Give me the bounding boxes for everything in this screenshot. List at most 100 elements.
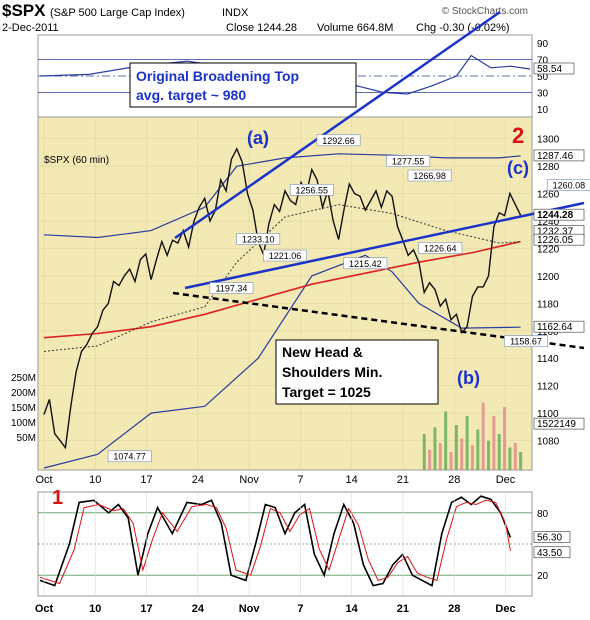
right-label: 1232.37 [537,227,574,238]
stoch-layer: 20 80 56.30 43.50 Oct 10 17 24 Nov 7 14 21 28 Dec [35,492,571,615]
price-xtick-label: 7 [297,474,303,486]
stoch-xtick-label: 28 [448,603,460,615]
price-label-box [209,282,254,294]
rsi-ytick-label: 70 [537,56,549,67]
hs-line3: Target = 1025 [282,384,371,400]
rsi-ytick-label: 50 [537,72,549,83]
broadening-box [129,62,357,108]
price-label-box [386,155,431,167]
rsi-ytick-label: 10 [537,105,549,116]
right-label: 1287.46 [537,151,574,162]
price-label-box [407,169,452,182]
price-label: 1266.98 [413,171,446,181]
price-label: 1197.34 [216,284,248,294]
right-label-box [533,417,585,430]
stoch-panel [37,491,533,597]
stoch-d-line [39,499,511,585]
price-label: 1260.08 [553,180,586,190]
volume-bar [454,425,458,470]
header-volume: Volume 664.8M [317,22,393,34]
stoch-right-label: 56.30 [537,532,562,543]
volume-bar [508,447,512,470]
bollinger-lower [43,254,521,469]
volume-bar [497,434,501,470]
volume-bar [428,449,432,470]
bollinger-upper [43,153,521,239]
stoch-ytick-label: 20 [537,571,549,582]
price-ytick-label: 1200 [537,272,560,283]
price-label: 1256.55 [296,185,329,195]
price-ytick-label: 1080 [537,437,560,448]
price-ytick-label: 1100 [537,409,559,420]
right-label-box [533,320,585,333]
volume-bar [492,416,496,470]
hs-line1: New Head & [282,344,363,360]
price-xtick-label: 14 [346,474,358,486]
volume-bar [470,445,474,470]
price-label-box [236,233,281,245]
price-ytick-label: 1120 [537,382,559,393]
wave-2: 2 [512,123,524,148]
stockcharts-watermark: © StockCharts.com [442,6,528,17]
price-xtick-label: 10 [89,474,101,486]
header-date: 2-Dec-2011 [2,22,59,34]
price-label-box [343,257,388,270]
price-xtick-label: Oct [35,474,52,486]
stoch-xtick-label: Oct [35,603,54,615]
volume-ytick-label: 150M [11,403,36,414]
volume-ytick-label: 100M [11,418,36,429]
price-label: 1158.67 [510,337,542,347]
hs-line2: Shoulders Min. [282,364,382,380]
bollinger-middle [43,204,521,352]
wave-b: (b) [457,368,480,388]
price-ytick-label: 1220 [537,244,560,255]
price-label: 1292.66 [322,136,355,146]
price-xtick-label: 24 [192,474,204,486]
price-label-box [546,179,590,191]
volume-bar [513,443,517,470]
stoch-k-line [39,495,512,587]
volume-bar [465,416,469,470]
price-label-box [504,335,548,347]
price-xtick-label: 28 [448,474,460,486]
volume-bar [438,443,442,470]
stoch-xtick-label: Nov [239,603,261,615]
hs-box [275,339,439,405]
price-label-box [316,134,361,147]
header-close: Close 1244.28 [226,22,297,34]
price-ytick-label: 1300 [537,135,560,146]
right-label-box [533,149,585,162]
stoch-ytick-label: 80 [537,509,549,520]
price-panel-title: $SPX (60 min) [44,155,109,166]
volume-bar [481,402,485,470]
price-label: 1233.10 [242,235,275,245]
price-ytick-label: 1280 [537,162,560,173]
wave-c: (c) [507,158,529,178]
price-label-box [107,450,152,463]
volume-ytick-label: 250M [11,373,36,384]
volume-bar [422,434,426,470]
right-label: 1226.05 [537,235,574,246]
price-label-box [263,249,307,262]
stoch-right-label-box [533,546,571,559]
volume-bar [433,427,437,470]
price-xtick-label: 21 [397,474,409,486]
price-label-box [418,242,463,254]
price-ytick-label: 1180 [537,299,559,310]
header-chg: Chg -0.30 (-0.02%) [416,22,510,34]
moving-average [43,240,521,339]
price-xtick-label: Dec [496,474,516,486]
volume-bar [460,438,464,470]
stoch-xtick-label: 10 [89,603,101,615]
volume-ytick-label: 50M [17,433,36,444]
price-label: 1074.77 [113,452,146,462]
price-xtick-label: Nov [239,474,259,486]
volume-bar [487,440,491,470]
price-xtick-label: 17 [140,474,152,486]
stoch-right-label-box [533,531,571,543]
broadening-line1: Original Broadening Top [136,68,299,84]
stoch-xtick-label: 17 [140,603,152,615]
right-label-box [533,233,585,246]
